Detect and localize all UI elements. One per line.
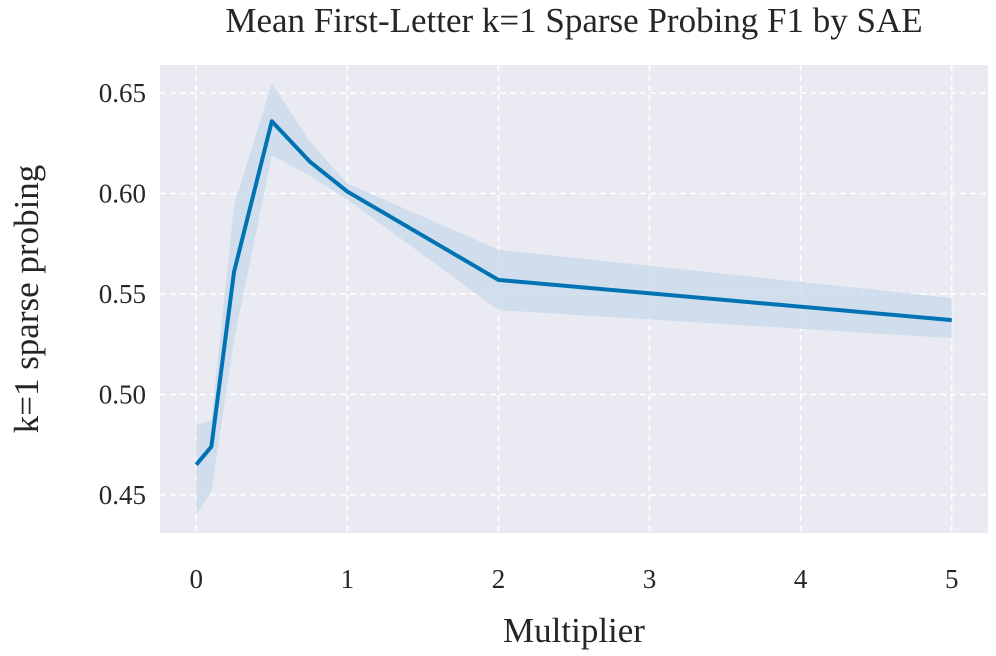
x-tick-label: 4 bbox=[794, 564, 808, 594]
y-tick-label: 0.50 bbox=[99, 379, 146, 409]
y-tick-label: 0.60 bbox=[99, 179, 146, 209]
y-tick-label: 0.45 bbox=[99, 480, 146, 510]
y-axis-label: k=1 sparse probing bbox=[7, 165, 46, 434]
x-tick-label: 1 bbox=[341, 564, 355, 594]
y-tick-label: 0.65 bbox=[99, 78, 146, 108]
chart-title: Mean First-Letter k=1 Sparse Probing F1 … bbox=[225, 1, 922, 40]
x-tick-label: 5 bbox=[945, 564, 959, 594]
x-tick-label: 0 bbox=[190, 564, 204, 594]
line bbox=[194, 119, 952, 466]
x-axis-label: Multiplier bbox=[503, 611, 645, 650]
x-tick-label: 2 bbox=[492, 564, 506, 594]
confidence-band bbox=[196, 83, 952, 515]
x-tick-label: 3 bbox=[643, 564, 657, 594]
y-tick-label: 0.55 bbox=[99, 279, 146, 309]
